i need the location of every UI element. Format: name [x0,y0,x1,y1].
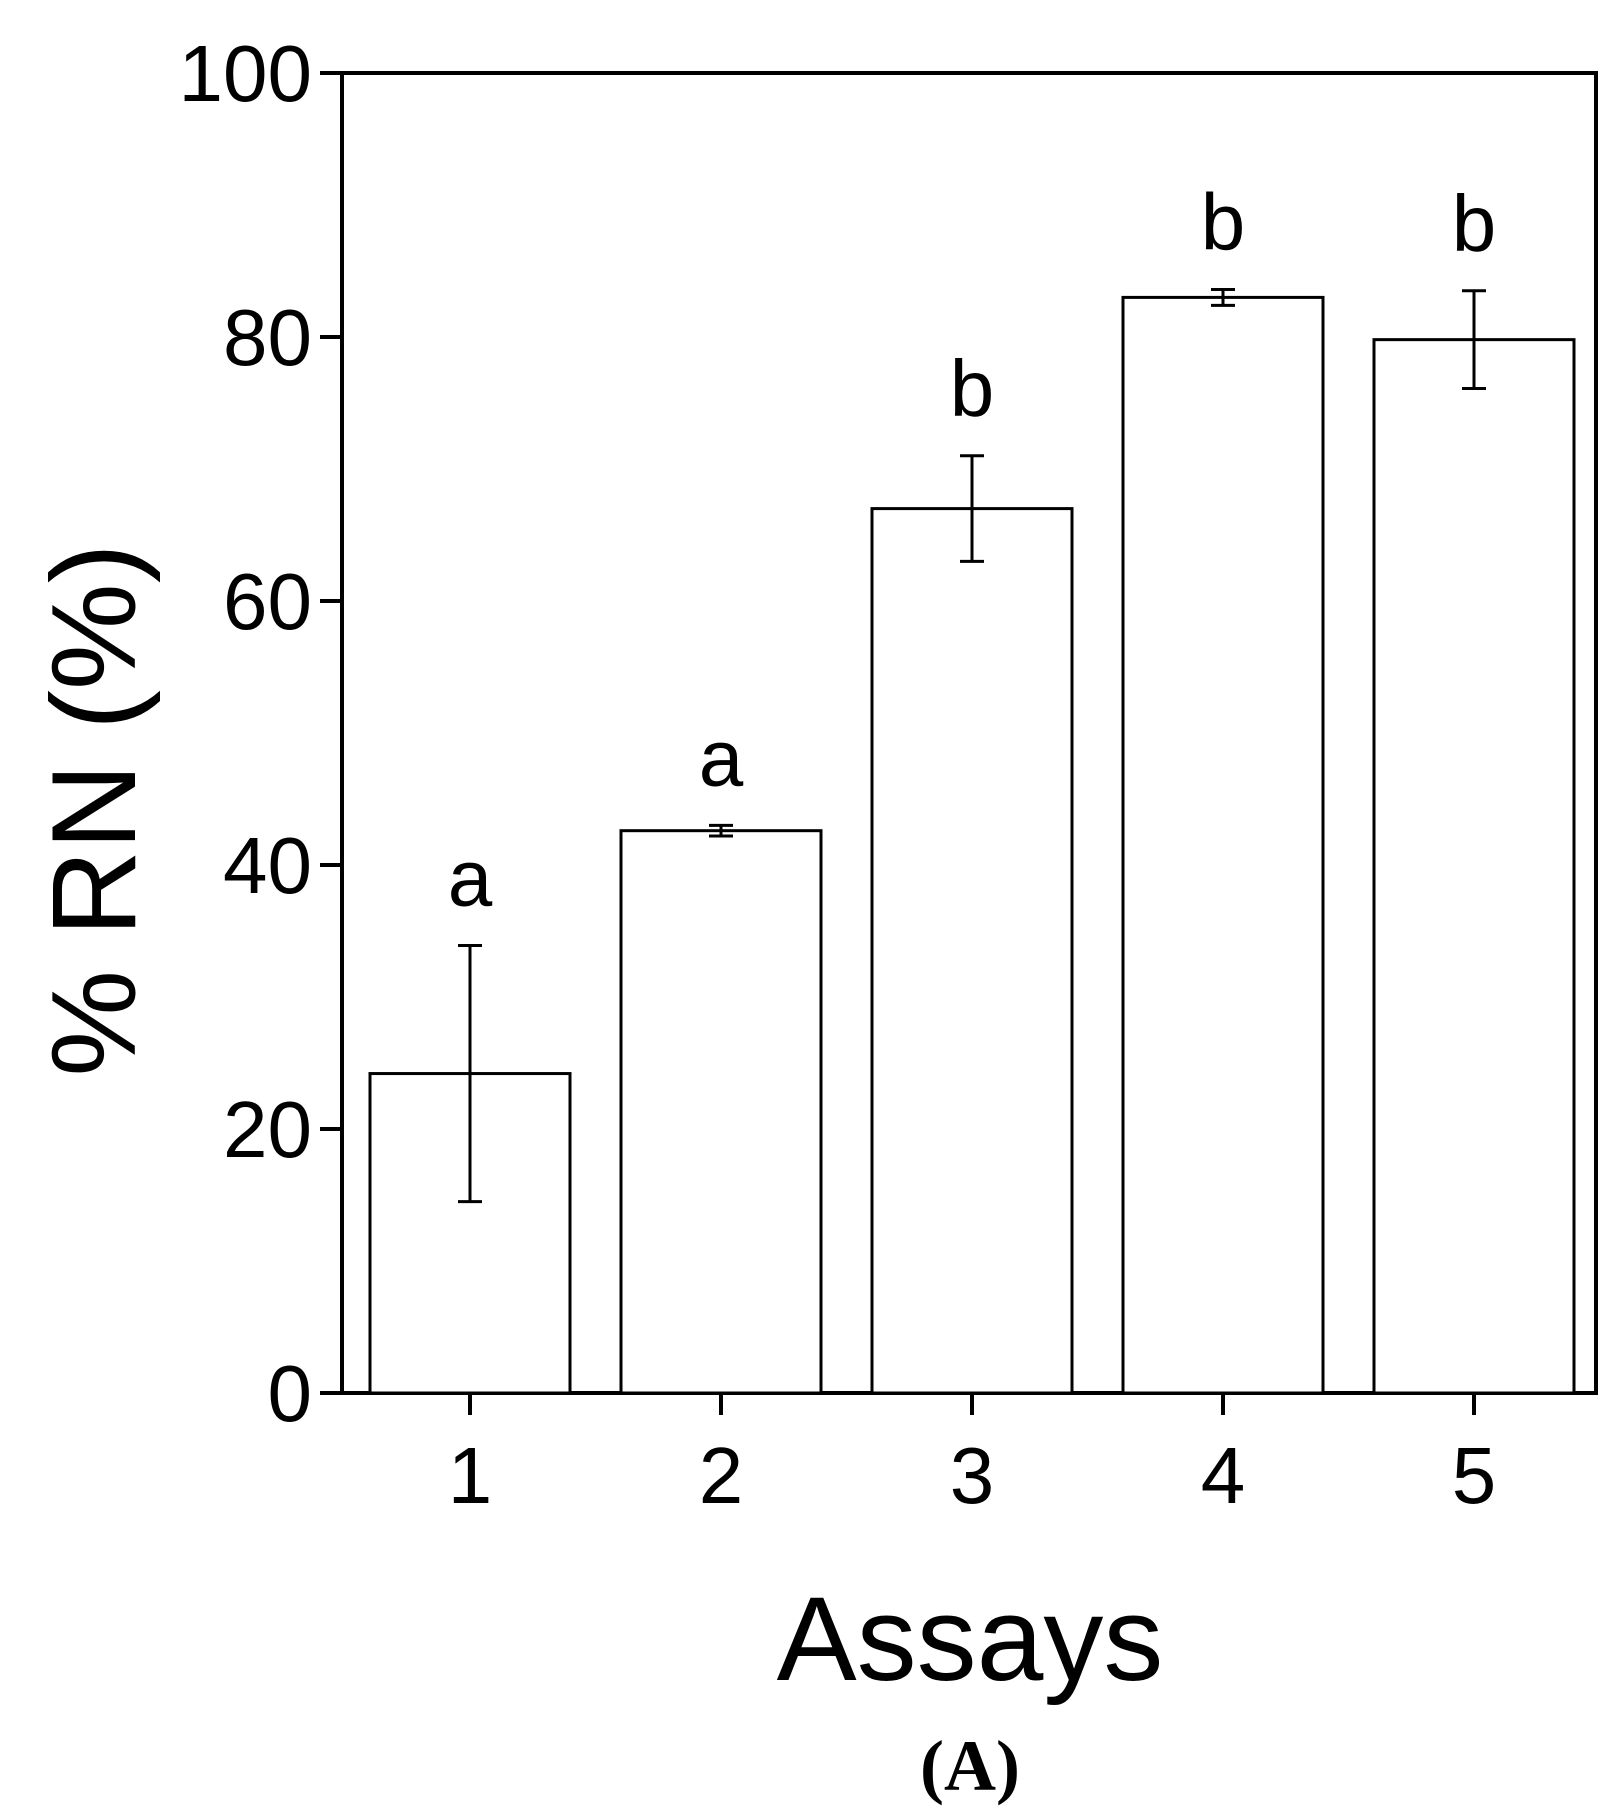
y-tick-label: 20 [223,1085,312,1174]
y-axis: 0 20 40 60 80 100 [179,29,342,1438]
x-axis-label: Assays [777,1572,1164,1706]
x-tick-label: 5 [1452,1431,1497,1520]
y-tick-label: 0 [268,1349,313,1438]
y-tick-label: 40 [223,821,312,910]
significance-letter: a [448,834,493,923]
significance-letter: b [950,344,995,433]
significance-letters: a a b b b [448,177,1497,922]
bar [870,507,1074,1395]
x-tick-label: 3 [950,1431,995,1520]
error-bars [458,287,1486,1204]
y-axis-label: % RN (%) [27,543,161,1076]
error-bar [1462,289,1486,390]
significance-letter: a [699,713,744,802]
bar [1372,338,1576,1395]
x-tick-label: 1 [448,1431,493,1520]
bars [368,295,1576,1395]
error-bar [960,454,984,563]
y-tick-label: 60 [223,557,312,646]
panel-label: (A) [920,1726,1020,1806]
bar [619,829,823,1395]
x-tick-label: 2 [699,1431,744,1520]
error-bar [1211,287,1235,307]
significance-letter: b [1201,177,1246,266]
bar [1121,295,1325,1395]
significance-letter: b [1452,179,1497,268]
error-bar [709,823,733,838]
x-axis: 1 2 3 4 5 [448,1393,1497,1520]
error-bar [458,944,482,1204]
x-tick-label: 4 [1201,1431,1246,1520]
y-tick-label: 80 [223,293,312,382]
y-tick-label: 100 [179,29,312,118]
